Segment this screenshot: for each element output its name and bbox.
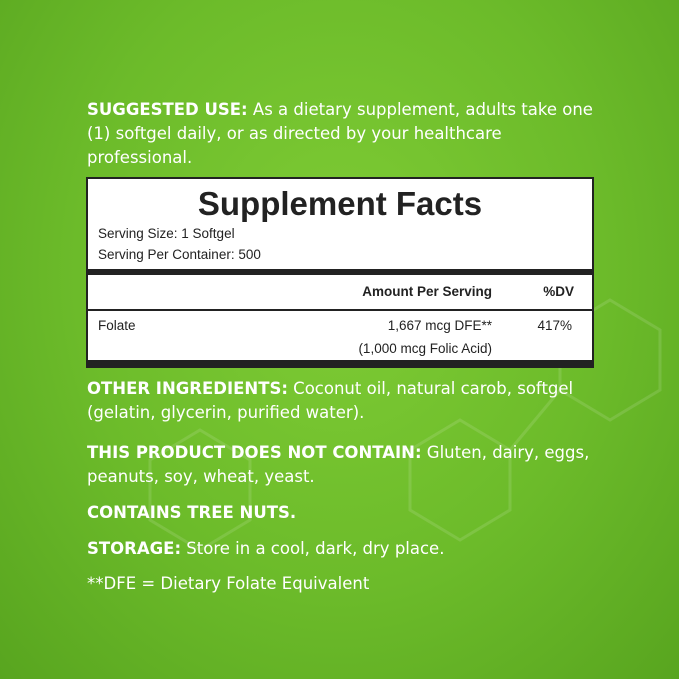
other-ingredients: OTHER INGREDIENTS: Coconut oil, natural …: [87, 377, 607, 425]
dfe-footnote: **DFE = Dietary Folate Equivalent: [87, 574, 370, 593]
contains-tree-nuts: CONTAINS TREE NUTS.: [87, 503, 297, 522]
storage-label: STORAGE:: [87, 539, 182, 558]
divider-thick: [88, 269, 592, 275]
supplement-facts-panel: Supplement Facts Serving Size: 1 Softgel…: [86, 177, 594, 368]
divider-bottom: [88, 360, 592, 366]
header-amount: Amount Per Serving: [362, 284, 492, 299]
serving-size: Serving Size: 1 Softgel: [98, 226, 235, 241]
does-not-contain: THIS PRODUCT DOES NOT CONTAIN: Gluten, d…: [87, 441, 607, 489]
does-not-contain-label: THIS PRODUCT DOES NOT CONTAIN:: [87, 443, 422, 462]
other-ingredients-text: Coconut oil, natural carob, softgel (gel…: [87, 379, 574, 422]
header-dv: %DV: [543, 284, 574, 299]
nutrient-name: Folate: [98, 318, 136, 333]
storage: STORAGE: Store in a cool, dark, dry plac…: [87, 537, 607, 561]
servings-per-container: Serving Per Container: 500: [98, 247, 261, 262]
suggested-use-label: SUGGESTED USE:: [87, 100, 248, 119]
nutrient-dv: 417%: [537, 318, 572, 333]
suggested-use: SUGGESTED USE: As a dietary supplement, …: [87, 98, 607, 170]
does-not-contain-text: Gluten, dairy, eggs, peanuts, soy, wheat…: [87, 443, 590, 486]
facts-title: Supplement Facts: [197, 185, 483, 222]
storage-text: Store in a cool, dark, dry place.: [181, 539, 445, 558]
nutrient-amount-sub: (1,000 mcg Folic Acid): [358, 341, 492, 356]
other-ingredients-label: OTHER INGREDIENTS:: [87, 379, 288, 398]
divider-thin: [88, 309, 592, 311]
suggested-use-text: As a dietary supplement, adults take one…: [87, 100, 593, 167]
nutrient-amount: 1,667 mcg DFE**: [387, 318, 492, 333]
